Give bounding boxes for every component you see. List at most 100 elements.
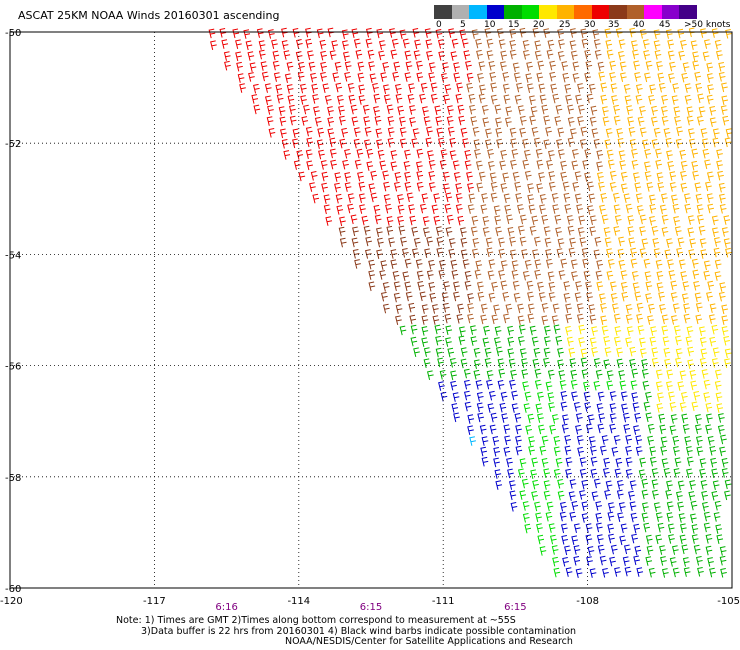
wind-barb bbox=[631, 392, 638, 402]
wind-barb bbox=[593, 39, 601, 49]
wind-barb bbox=[354, 259, 361, 269]
wind-barb bbox=[718, 193, 726, 204]
wind-barb bbox=[695, 435, 703, 446]
wind-barb bbox=[636, 205, 644, 215]
wind-barb bbox=[485, 128, 492, 139]
wind-barb bbox=[497, 380, 505, 390]
wind-barb bbox=[439, 370, 447, 380]
wind-barb bbox=[415, 259, 423, 269]
wind-barb bbox=[662, 336, 670, 347]
time-label: 6:15 bbox=[360, 602, 382, 613]
wind-barb bbox=[446, 105, 454, 115]
wind-barb bbox=[458, 326, 466, 337]
wind-barb bbox=[464, 270, 472, 281]
wind-barb bbox=[428, 62, 436, 72]
wind-barb bbox=[709, 117, 717, 128]
wind-barb bbox=[412, 128, 420, 138]
wind-barb bbox=[350, 104, 358, 115]
wind-barb bbox=[421, 106, 429, 116]
wind-barb bbox=[428, 182, 436, 192]
wind-barb bbox=[643, 161, 651, 172]
wind-barb bbox=[463, 390, 471, 401]
wind-barb bbox=[603, 359, 611, 370]
wind-barb bbox=[339, 216, 346, 227]
wind-barb bbox=[305, 27, 312, 38]
wind-barb bbox=[283, 150, 291, 160]
wind-barb bbox=[536, 523, 543, 533]
wind-barb bbox=[509, 40, 517, 50]
wind-barb bbox=[455, 93, 463, 104]
wind-barb bbox=[648, 567, 656, 578]
wind-barb bbox=[509, 379, 516, 390]
wind-barb bbox=[408, 83, 415, 93]
wind-barb bbox=[694, 71, 701, 82]
colorbar-label: 40 bbox=[633, 20, 645, 30]
wind-barb bbox=[650, 326, 657, 336]
wind-barb bbox=[607, 502, 615, 512]
wind-barb bbox=[341, 29, 349, 40]
wind-barb bbox=[548, 523, 556, 533]
wind-barb bbox=[426, 236, 433, 247]
wind-barb bbox=[419, 93, 426, 104]
wind-barb bbox=[624, 95, 632, 105]
wind-barb bbox=[637, 116, 645, 127]
wind-barb bbox=[669, 61, 676, 72]
wind-barb bbox=[646, 182, 654, 192]
wind-barb bbox=[500, 149, 507, 160]
wind-barb bbox=[548, 181, 556, 192]
wind-barb bbox=[572, 61, 580, 72]
wind-barb bbox=[325, 216, 333, 226]
wind-barb bbox=[407, 94, 415, 104]
wind-barb bbox=[609, 423, 616, 434]
wind-barb bbox=[468, 93, 476, 104]
wind-barb bbox=[440, 73, 448, 83]
wind-barb bbox=[687, 346, 694, 357]
wind-barb bbox=[543, 347, 551, 358]
wind-barb bbox=[436, 127, 444, 138]
wind-barb bbox=[626, 105, 633, 115]
wind-barb bbox=[513, 72, 521, 83]
wind-barb bbox=[706, 291, 713, 302]
wind-barb bbox=[713, 247, 721, 258]
wind-barb bbox=[709, 567, 716, 578]
wind-barb bbox=[494, 326, 502, 336]
wind-barb bbox=[519, 236, 527, 247]
wind-barb bbox=[351, 116, 359, 127]
wind-barb bbox=[705, 545, 713, 556]
wind-barb bbox=[719, 546, 727, 556]
wind-barb bbox=[426, 270, 434, 280]
wind-barb bbox=[590, 468, 598, 479]
wind-barb bbox=[680, 391, 688, 402]
wind-barb bbox=[699, 468, 706, 479]
wind-barb bbox=[661, 214, 669, 225]
wind-barb bbox=[679, 370, 687, 381]
wind-barb bbox=[586, 292, 593, 302]
wind-barb bbox=[650, 116, 658, 127]
wind-barb bbox=[686, 468, 693, 479]
colorbar-swatch bbox=[504, 5, 522, 19]
x-tick-label: -105 bbox=[717, 596, 740, 607]
wind-barb bbox=[534, 501, 541, 512]
wind-barb bbox=[590, 456, 598, 467]
wind-barb bbox=[688, 138, 696, 149]
wind-barb bbox=[698, 225, 706, 236]
wind-barb bbox=[341, 127, 348, 138]
wind-barb bbox=[485, 237, 493, 248]
wind-barb bbox=[609, 170, 617, 181]
wind-barb bbox=[666, 150, 673, 160]
wind-barb bbox=[560, 160, 567, 171]
wind-barb bbox=[613, 115, 621, 126]
wind-barb bbox=[689, 513, 697, 524]
wind-barb bbox=[404, 72, 412, 82]
wind-barb bbox=[689, 480, 696, 490]
wind-barb bbox=[721, 304, 728, 315]
wind-barb bbox=[467, 313, 474, 324]
wind-barb bbox=[585, 60, 593, 71]
wind-barb bbox=[547, 392, 555, 402]
wind-barb bbox=[606, 380, 614, 391]
wind-barb bbox=[567, 225, 575, 236]
wind-barb bbox=[588, 83, 596, 94]
wind-barb bbox=[500, 183, 508, 193]
wind-barb bbox=[423, 358, 431, 369]
wind-barb bbox=[390, 161, 398, 172]
